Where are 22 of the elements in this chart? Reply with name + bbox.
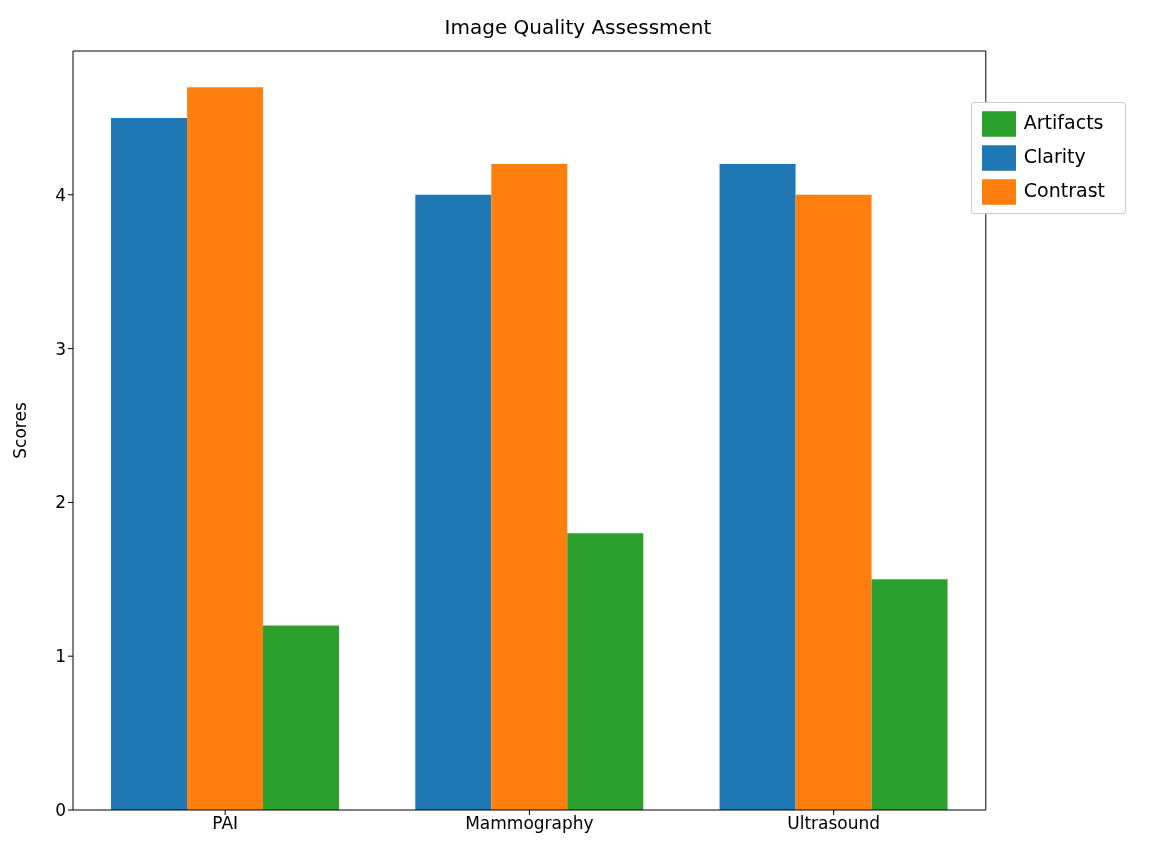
- bar: [871, 579, 948, 810]
- bar: [263, 625, 340, 810]
- chart-title: Image Quality Assessment: [443, 14, 713, 41]
- y-tick-label: 1: [55, 646, 66, 667]
- x-tick-label: PAI: [212, 813, 239, 834]
- y-tick-label: 4: [55, 184, 66, 205]
- bar: [111, 117, 188, 810]
- bar: [719, 164, 796, 810]
- bar: [567, 533, 644, 810]
- y-axis-title: Scores: [10, 402, 31, 459]
- legend-label: Clarity: [1023, 144, 1086, 167]
- y-tick-label: 3: [55, 338, 66, 359]
- bar: [415, 194, 492, 810]
- y-tick-label: 2: [55, 492, 66, 513]
- bar: [187, 87, 264, 810]
- y-tick-label: 0: [55, 800, 66, 821]
- legend-label: Artifacts: [1023, 110, 1104, 133]
- x-tick-label: Mammography: [465, 813, 594, 834]
- bar: [491, 164, 568, 810]
- legend-label: Contrast: [1023, 178, 1105, 201]
- x-tick-label: Ultrasound: [787, 813, 881, 834]
- bar: [795, 194, 872, 810]
